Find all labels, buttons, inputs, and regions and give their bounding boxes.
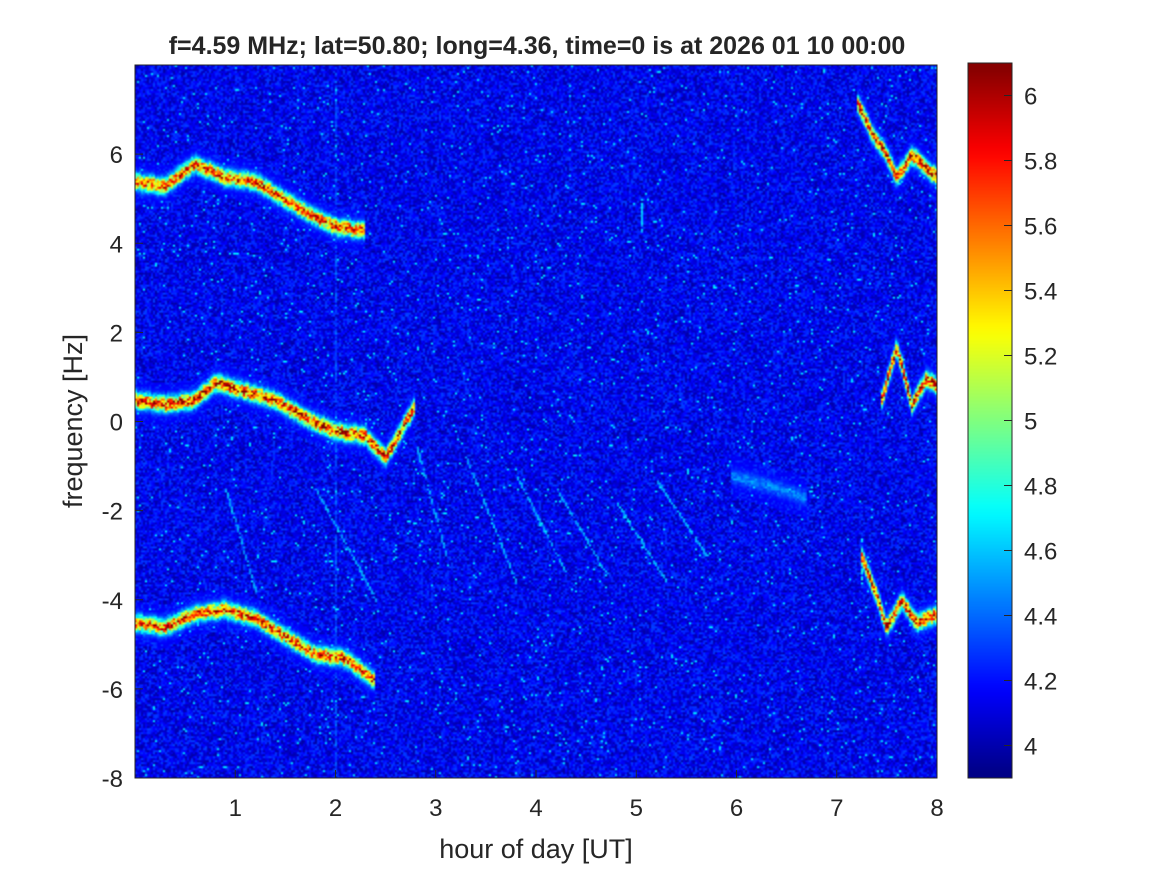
y-axis: -8 -6 -4 -2 0 2 4 6 <box>102 142 143 793</box>
colorbar-tick-label: 5 <box>1024 409 1037 436</box>
y-tick-label: -2 <box>102 499 123 526</box>
colorbar-tick-label: 4.4 <box>1024 604 1057 631</box>
colorbar-tick-label: 4.2 <box>1024 669 1057 696</box>
x-tick-label: 3 <box>429 795 442 822</box>
plot-area <box>134 64 938 779</box>
colorbar-tick-label: 5.6 <box>1024 214 1057 241</box>
y-tick-label: -6 <box>102 677 123 704</box>
x-axis: 1 2 3 4 5 6 7 8 <box>229 770 944 822</box>
y-tick-label: -8 <box>102 766 123 793</box>
spectrogram-heatmap <box>135 65 937 778</box>
x-tick-label: 4 <box>529 795 542 822</box>
colorbar-tick-label: 5.8 <box>1024 149 1057 176</box>
x-tick-label: 1 <box>229 795 242 822</box>
x-tick-label: 2 <box>329 795 342 822</box>
colorbar-tick-label: 5.2 <box>1024 344 1057 371</box>
y-axis-label: frequency [Hz] <box>58 334 88 508</box>
colorbar: 4 4.2 4.4 4.6 4.8 5 5.2 5.4 5.6 5.8 6 <box>967 62 1057 779</box>
x-tick-label: 7 <box>830 795 843 822</box>
chart-title: f=4.59 MHz; lat=50.80; long=4.36, time=0… <box>169 32 906 60</box>
x-tick-label: 6 <box>730 795 743 822</box>
x-axis-label: hour of day [UT] <box>439 834 633 864</box>
colorbar-tick-label: 6 <box>1024 84 1037 111</box>
colorbar-tick-label: 5.4 <box>1024 279 1057 306</box>
colorbar-tick-label: 4.8 <box>1024 474 1057 501</box>
y-tick-label: 2 <box>110 320 123 347</box>
y-tick-label: 4 <box>110 231 123 258</box>
colorbar-tick-label: 4 <box>1024 734 1037 761</box>
y-tick-label: 6 <box>110 142 123 169</box>
x-tick-label: 5 <box>630 795 643 822</box>
y-tick-label: 0 <box>110 410 123 437</box>
colorbar-ticks: 4 4.2 4.4 4.6 4.8 5 5.2 5.4 5.6 5.8 6 <box>1004 84 1057 761</box>
colorbar-tick-label: 4.6 <box>1024 539 1057 566</box>
y-tick-label: -4 <box>102 588 123 615</box>
x-tick-label: 8 <box>930 795 943 822</box>
